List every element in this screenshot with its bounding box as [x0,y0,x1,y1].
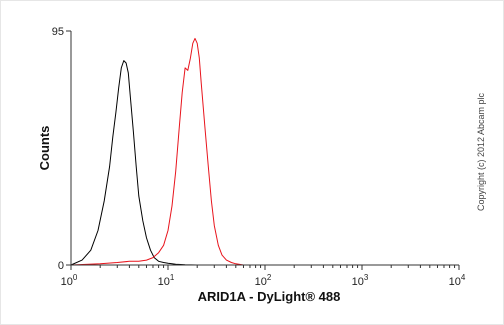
y-tick-label: 95 [52,26,64,38]
axes-layer [70,31,459,266]
x-tick-label: 104 [449,273,466,288]
x-tick-label: 102 [255,273,272,288]
x-tick-label: 103 [352,273,369,288]
series-line-1 [70,60,459,266]
ticks-layer: 100 101 102 103 104 0 95 [52,26,466,288]
series-line-2 [70,37,459,266]
y-tick-label: 0 [58,260,64,272]
copyright-label: Copyright (c) 2012 Abcam plc [476,92,486,211]
x-axis-title: ARID1A - DyLight® 488 [198,289,341,304]
x-tick-label: 100 [61,273,78,288]
series-layer [70,37,459,266]
x-tick-label: 101 [158,273,175,288]
y-axis-title: Counts [37,126,52,171]
